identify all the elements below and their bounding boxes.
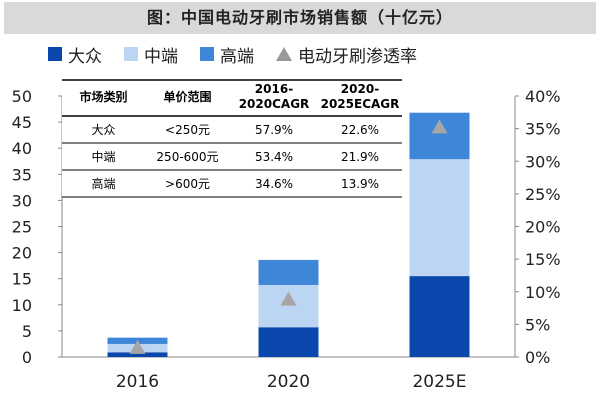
legend-label-high: 高端 (220, 46, 254, 67)
table-cell: 250-600元 (156, 150, 218, 164)
legend: 大众 中端 高端 电动牙刷渗透率 (48, 40, 439, 68)
table-cell: 34.6% (255, 177, 293, 191)
y-tick-left-label: 10 (12, 296, 32, 315)
x-tick-label: 2025E (412, 372, 466, 392)
table-header-cell: 单价范围 (163, 89, 211, 104)
chart-title: 图：中国电动牙刷市场销售额（十亿元） (146, 8, 453, 27)
table-cell: 57.9% (255, 123, 293, 137)
y-tick-left-label: 40 (12, 139, 32, 158)
legend-label-mid: 中端 (144, 46, 178, 67)
table-header-cell: 2020-2025ECAGR (321, 82, 400, 111)
y-tick-right-label: 40% (525, 87, 561, 106)
y-tick-right-label: 5% (525, 315, 550, 334)
bars (107, 112, 470, 357)
legend-swatch-mid (124, 47, 138, 61)
table-cell: >600元 (165, 177, 210, 191)
y-tick-left-label: 0 (22, 348, 32, 367)
y-tick-right-label: 0% (525, 348, 550, 367)
table-cell: 高端 (91, 176, 115, 191)
y-tick-left-label: 20 (12, 244, 32, 263)
penetration-marker-2025E (431, 119, 448, 134)
penetration-markers (129, 119, 448, 354)
y-tick-left-label: 30 (12, 191, 32, 210)
cagr-table: 市场类别 单价范围 2016-2020CAGR 2020-2025ECAGR 大众 <25… (62, 79, 402, 198)
table-background (62, 80, 402, 197)
table-cell: <250元 (165, 123, 210, 137)
y-tick-left-label: 5 (22, 322, 32, 341)
y-tick-left-label: 25 (12, 218, 32, 237)
y-tick-right-label: 10% (525, 283, 561, 302)
title-bar: 图：中国电动牙刷市场销售额（十亿元） (4, 2, 596, 34)
y-tick-left-label: 45 (12, 113, 32, 132)
y-tick-right-label: 35% (525, 120, 561, 139)
bar-2020-series-2 (258, 259, 319, 285)
legend-swatch-mass (48, 47, 62, 61)
y-tick-right-label: 30% (525, 152, 561, 171)
y-tick-right-label: 15% (525, 250, 561, 269)
legend-triangle-icon (276, 47, 292, 61)
y-tick-left-label: 15 (12, 270, 32, 289)
table-cell: 13.9% (341, 177, 379, 191)
legend-item-mass: 大众 (48, 42, 102, 67)
bar-2016-series-0 (107, 352, 168, 357)
y-tick-left-label: 50 (12, 87, 32, 106)
legend-label-penetration: 电动牙刷渗透率 (298, 46, 417, 67)
legend-item-mid: 中端 (124, 42, 178, 67)
table-cell: 53.4% (255, 150, 293, 164)
table-cell: 大众 (91, 123, 115, 137)
bar-2025E-series-1 (409, 159, 470, 277)
penetration-marker-2016 (129, 339, 146, 354)
penetration-marker-2020 (280, 291, 297, 306)
y-tick-right-label: 20% (525, 218, 561, 237)
bar-2020-series-0 (258, 327, 319, 357)
table-cell: 22.6% (341, 123, 379, 137)
table-cell: 中端 (91, 149, 115, 164)
x-tick-label: 2020 (267, 372, 310, 392)
legend-label-mass: 大众 (68, 46, 102, 67)
table-header-cell: 2016-2020CAGR (239, 82, 310, 111)
bar-2025E-series-0 (409, 276, 470, 357)
bar-2020-series-1 (258, 284, 319, 328)
table-cell: 21.9% (341, 150, 379, 164)
axes: 0 5 10 15 20 25 30 35 40 45 50 0% 5% 10% 15% 20% 25% 30% 3… (12, 87, 561, 392)
legend-item-high: 高端 (200, 42, 254, 67)
table-header-cell: 市场类别 (79, 89, 127, 104)
legend-swatch-high (200, 47, 214, 61)
y-tick-left-label: 35 (12, 165, 32, 184)
legend-item-penetration: 电动牙刷渗透率 (276, 42, 417, 67)
y-tick-right-label: 25% (525, 185, 561, 204)
x-tick-label: 2016 (116, 372, 159, 392)
